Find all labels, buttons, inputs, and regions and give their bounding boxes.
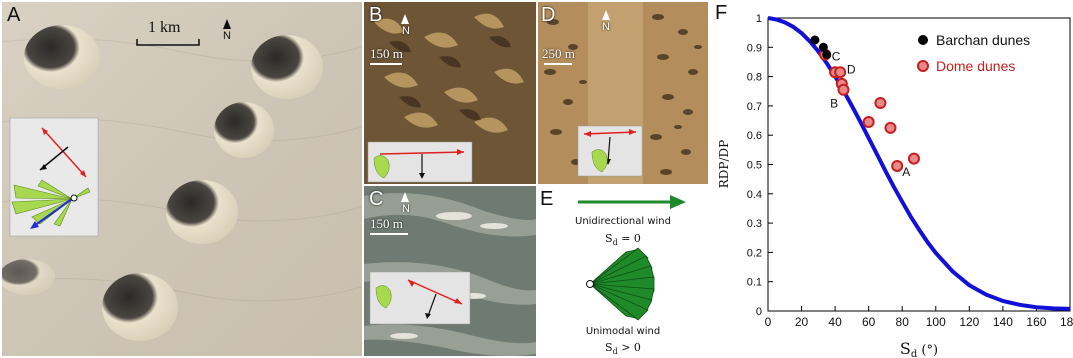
y-tick-label: 0.3: [747, 218, 762, 230]
panel-d-north-label: N: [602, 21, 610, 33]
panel-b: B 150 m N: [364, 2, 536, 184]
panel-a-north-label: N: [223, 30, 231, 42]
dome-dune-point: [837, 83, 850, 96]
y-tick-label: 0.5: [747, 160, 762, 172]
y-tick-label: 0.2: [747, 247, 762, 259]
dome-dune-point: [862, 116, 875, 129]
y-tick-label: 0.9: [747, 42, 762, 54]
panel-d-inset: [577, 125, 643, 177]
x-tick-label: 80: [896, 315, 910, 329]
dome-dune-point: [874, 96, 887, 109]
barchan-dune-point: [810, 35, 820, 45]
unimodal-wind-equation: Sd > 0: [605, 341, 641, 356]
x-tick-label: 0: [765, 315, 772, 329]
panel-a: A 1 km N: [2, 2, 362, 356]
unidirectional-wind-caption: Unidirectional wind: [575, 216, 671, 227]
panel-f: 0 20 40 60 80 100 120 140 160 180 0 0.1 0.2 0.3 0.4 0.5…: [710, 0, 1073, 358]
x-tick-label: 180: [1060, 315, 1073, 329]
panel-a-scale-label: 1 km: [148, 19, 181, 36]
x-tick-label: 40: [828, 315, 842, 329]
legend-barchan-marker: [918, 35, 928, 45]
y-tick-label: 0.7: [747, 101, 762, 113]
panel-c-scale-label: 150 m: [370, 216, 403, 231]
unimodal-wind-rose: [589, 247, 655, 321]
unimodal-wind-caption: Unimodal wind: [585, 326, 661, 337]
legend: Barchan dunes Dome dunes: [917, 32, 1030, 74]
panel-c-label: C: [369, 188, 384, 210]
annotation-label: A: [902, 165, 910, 179]
y-tick-label: 0.8: [747, 72, 762, 84]
x-tick-label: 60: [862, 315, 876, 329]
legend-dome-label: Dome dunes: [936, 58, 1015, 74]
legend-dome-marker: [917, 60, 929, 72]
wind-rose-inset: [9, 117, 99, 237]
panel-c: C 150 m N: [364, 186, 536, 356]
annotation-label: C: [832, 49, 841, 63]
annotation-label: D: [847, 63, 856, 77]
panel-d: D 250 m N: [538, 2, 708, 184]
x-tick-label: 100: [926, 315, 946, 329]
x-axis-label: Sd (°): [900, 339, 938, 358]
unidirectional-wind-equation: Sd = 0: [605, 232, 641, 248]
panel-d-label: D: [541, 4, 556, 26]
legend-barchan-label: Barchan dunes: [936, 32, 1030, 48]
panel-b-inset: [367, 141, 473, 183]
x-tick-label: 120: [959, 315, 979, 329]
dome-dune-point: [907, 152, 920, 165]
y-tick-label: 0.6: [747, 130, 762, 142]
dome-dune-point: [891, 159, 904, 172]
panel-f-label: F: [715, 2, 728, 24]
y-tick-label: 1: [756, 13, 762, 25]
panel-b-label: B: [369, 4, 383, 26]
panel-e: E Unidirectional wind Sd = 0 Unimodal wi…: [538, 186, 708, 356]
y-tick-label: 0.1: [747, 277, 762, 289]
panel-d-scale-label: 250 m: [542, 46, 575, 61]
panel-a-photo: [2, 2, 362, 356]
annotation-label: B: [830, 96, 838, 110]
panel-b-photo: [364, 2, 536, 184]
panel-b-scale-label: 150 m: [370, 46, 403, 61]
x-tick-label: 20: [795, 315, 809, 329]
y-tick-label: 0.4: [747, 189, 762, 201]
x-tick-label: 140: [993, 315, 1013, 329]
y-tick-label: 0: [756, 306, 762, 318]
barchan-dune-point: [822, 50, 832, 60]
barchan-dune-point: [818, 42, 828, 52]
panel-c-inset: [369, 271, 471, 325]
panel-d-photo: [538, 2, 708, 184]
theory-curve: [767, 16, 1071, 311]
panel-a-label: A: [7, 4, 21, 26]
rdp-dp-chart: 0 20 40 60 80 100 120 140 160 180 0 0.1 0.2 0.3 0.4 0.5…: [717, 13, 1073, 358]
panel-c-north-label: N: [402, 203, 410, 215]
dome-dune-point: [834, 66, 847, 79]
dunes: [2, 25, 323, 341]
x-tick-label: 160: [1026, 315, 1046, 329]
panel-e-label: E: [540, 188, 554, 210]
dome-dune-point: [884, 121, 897, 134]
panel-c-photo: [364, 186, 536, 356]
panel-b-north-label: N: [402, 25, 410, 37]
panel-e-graphics: [578, 195, 686, 321]
y-axis-label: RDP/DP: [717, 140, 731, 188]
